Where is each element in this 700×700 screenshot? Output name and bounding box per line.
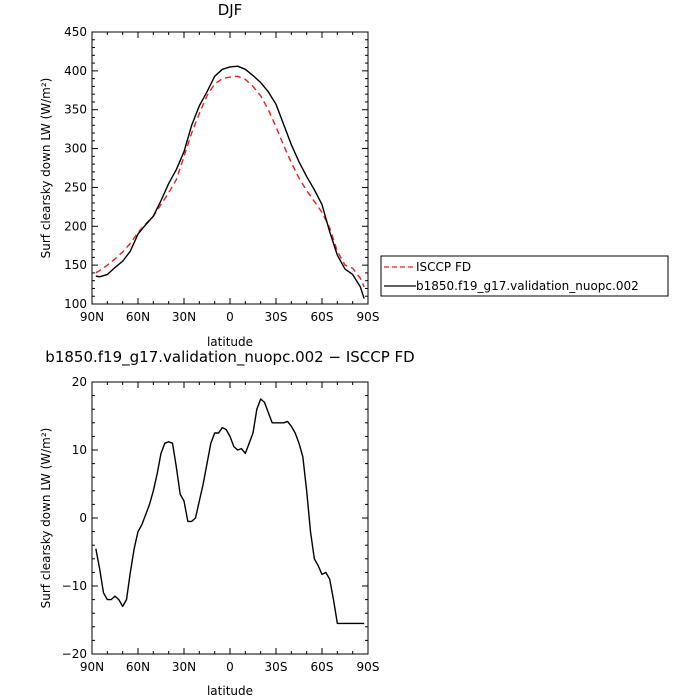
top-series-line-1 [95,65,365,299]
bottom-chart-title: b1850.f19_g17.validation_nuopc.002 − ISC… [45,348,414,367]
top-x-tick-label: 90N [80,310,104,324]
bottom-y-tick-label: −20 [62,647,87,661]
legend: ISCCP FD b1850.f19_g17.validation_nuopc.… [380,255,669,297]
top-y-tick-label: 300 [64,142,87,156]
bottom-y-tick-label: 20 [72,375,87,389]
bottom-plot-area [95,398,365,625]
top-chart-title: DJF [218,1,243,19]
top-plot-area [95,65,365,299]
bottom-y-tick-label: −10 [62,579,87,593]
bottom-x-tick-label: 30N [172,660,196,674]
legend-label-model: b1850.f19_g17.validation_nuopc.002 [416,279,639,293]
top-y-tick-label: 150 [64,258,87,272]
top-y-tick-label: 100 [64,297,87,311]
top-panel: DJF Surf clearsky down LW (W/m²) latitud… [39,1,379,349]
top-x-tick-label: 60S [311,310,334,324]
top-axes: 90N 60N 30N 0 30S 60S 90S 100 150 200 250 300 350 400… [64,25,379,324]
top-y-tick-label: 250 [64,180,87,194]
top-x-tick-label: 0 [226,310,234,324]
bottom-y-axis-label: Surf clearsky down LW (W/m²) [39,428,53,609]
bottom-x-tick-label: 90N [80,660,104,674]
top-x-axis-label: latitude [207,335,253,349]
bottom-y-tick-label: 0 [79,511,87,525]
bottom-x-tick-label: 60N [126,660,150,674]
top-y-tick-label: 200 [64,219,87,233]
bottom-x-tick-label: 60S [311,660,334,674]
bottom-plot-frame [91,381,369,655]
legend-box [380,255,669,297]
bottom-x-tick-label: 30S [265,660,288,674]
top-x-tick-label: 30N [172,310,196,324]
bottom-x-axis-label: latitude [207,684,253,698]
top-x-tick-label: 90S [357,310,380,324]
top-x-tick-label: 60N [126,310,150,324]
bottom-y-tick-label: 10 [72,443,87,457]
top-series-line-0 [95,75,365,288]
bottom-series-line-0 [95,398,365,625]
top-y-tick-label: 450 [64,25,87,39]
bottom-x-tick-label: 0 [226,660,234,674]
top-y-tick-label: 350 [64,103,87,117]
top-plot-frame [91,31,369,305]
top-y-tick-label: 400 [64,64,87,78]
top-x-tick-label: 30S [265,310,288,324]
bottom-panel: b1850.f19_g17.validation_nuopc.002 − ISC… [39,348,415,698]
legend-label-isccp: ISCCP FD [416,260,471,274]
bottom-axes: 90N 60N 30N 0 30S 60S 90S −20 −10 0 10 20 [62,375,380,674]
bottom-x-tick-label: 90S [357,660,380,674]
top-y-axis-label: Surf clearsky down LW (W/m²) [39,78,53,259]
